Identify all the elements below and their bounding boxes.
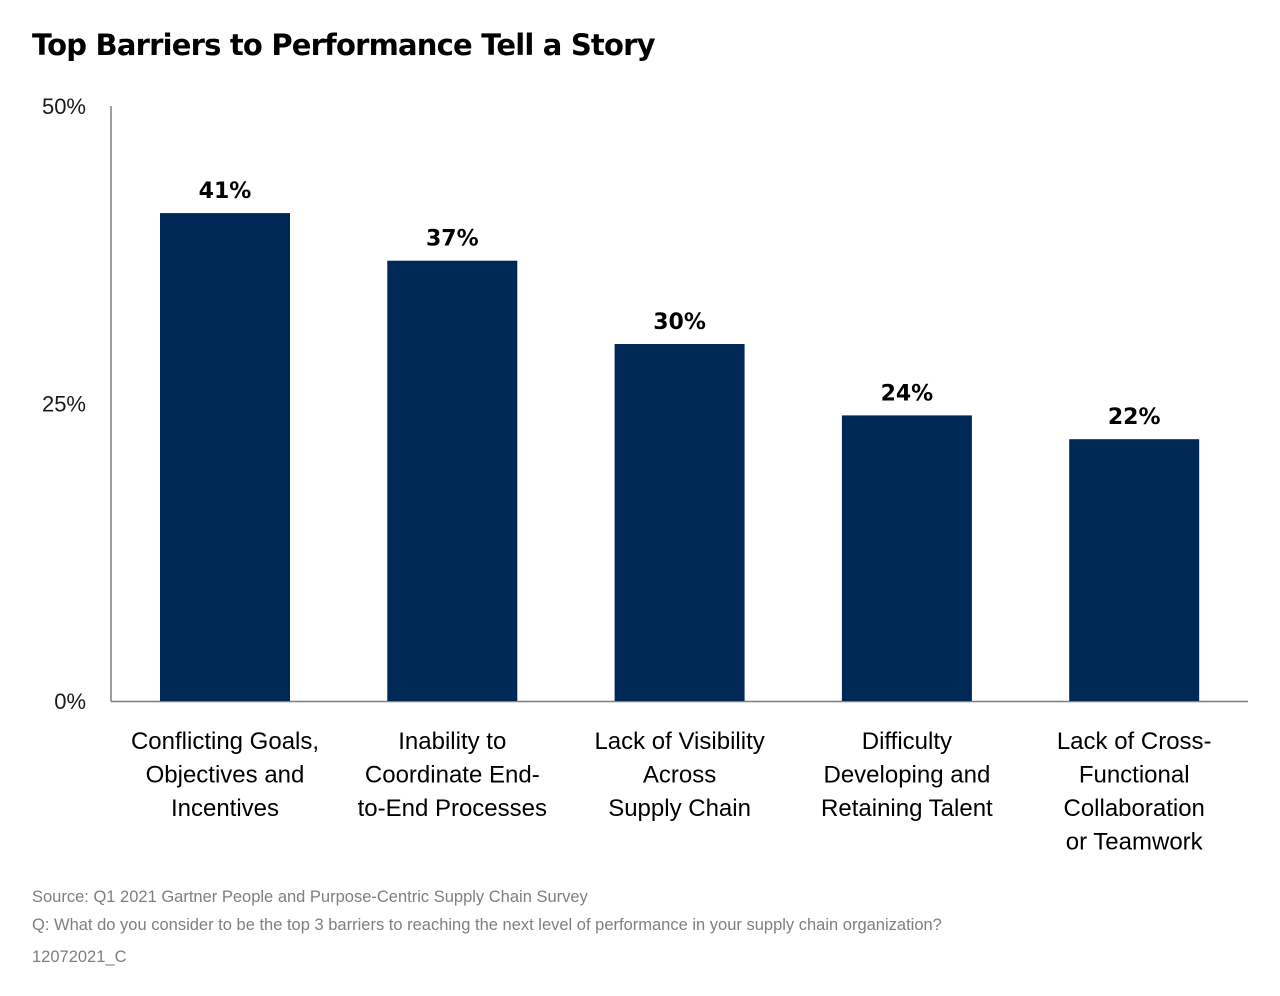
x-category-label-line: Difficulty — [862, 728, 952, 755]
x-category-label: Lack of Visibility Across Supply Chain — [594, 728, 764, 822]
x-category-label-line: Lack of Visibility — [594, 728, 764, 755]
x-category-label-line: Developing and — [824, 762, 991, 789]
x-category-label-line: Functional — [1079, 762, 1190, 789]
x-category-label: Difficulty Developing and Retaining Talent — [821, 728, 993, 822]
survey-question-note: Q: What do you consider to be the top 3 … — [32, 916, 942, 934]
data-label: 24% — [881, 381, 934, 406]
document-code: 12072021_C — [32, 948, 127, 966]
bar — [841, 415, 972, 701]
data-label: 37% — [426, 227, 479, 252]
data-label: 22% — [1108, 405, 1161, 430]
x-category-label-line: Across — [643, 762, 716, 789]
bar — [614, 344, 745, 701]
x-category-label-line: Coordinate End- — [365, 762, 540, 789]
bar-chart: 0% 25% 50% 41% Conflicting Goals, Objectives … — [42, 94, 1248, 856]
x-category-label: Conflicting Goals, Objectives and Incentiv… — [131, 728, 319, 822]
data-label: 41% — [199, 179, 252, 204]
y-tick-label: 0% — [54, 689, 86, 714]
x-category-label-line: Retaining Talent — [821, 795, 993, 822]
x-category-label-line: Conflicting Goals, — [131, 728, 319, 755]
bar — [387, 260, 518, 701]
x-category-label: Inability to Coordinate End-to-End Proces… — [358, 728, 547, 822]
bar — [1069, 439, 1200, 701]
x-category-label-line: to-End Processes — [358, 795, 547, 822]
y-tick-label: 25% — [42, 392, 86, 417]
x-category-label-line: Incentives — [171, 795, 279, 822]
x-category-label-line: Collaboration — [1063, 795, 1204, 822]
x-category-label-line: Inability to — [398, 728, 506, 755]
data-label: 30% — [653, 310, 706, 335]
x-category-label-line: Lack of Cross- — [1057, 728, 1212, 755]
bar — [160, 213, 290, 701]
source-note: Source: Q1 2021 Gartner People and Purpo… — [32, 888, 588, 906]
x-category-label-line: or Teamwork — [1066, 829, 1204, 856]
y-tick-label: 50% — [42, 94, 86, 119]
chart-title: Top Barriers to Performance Tell a Story — [32, 28, 656, 62]
x-category-label-line: Supply Chain — [608, 795, 751, 822]
x-category-label: Lack of Cross- Functional Collaboration or … — [1057, 728, 1212, 856]
x-category-label-line: Objectives and — [146, 762, 305, 789]
